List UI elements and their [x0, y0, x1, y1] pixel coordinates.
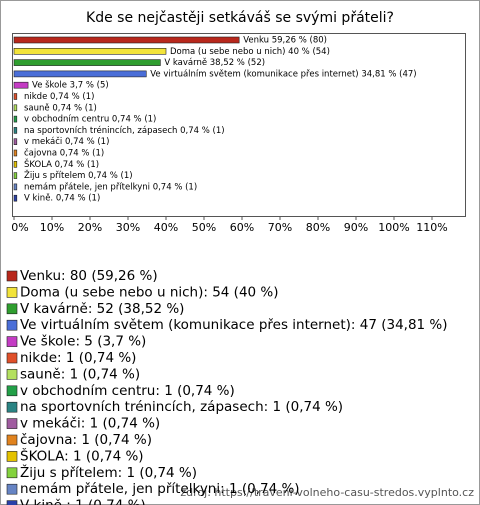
- legend-label: čajovna: 1 (0,74 %): [20, 432, 152, 448]
- bar: [13, 183, 18, 191]
- legend-label: Venku: 80 (59,26 %): [20, 268, 158, 284]
- legend-label: V kavárně: 52 (38,52 %): [20, 301, 184, 317]
- bar: [13, 115, 18, 123]
- x-tick-label: 80%: [306, 221, 330, 234]
- legend-label: nemám přátele, jen přítelkyni: 1 (0,74 %…: [20, 481, 300, 497]
- bar-label: Doma (u sebe nebo u nich) 40 % (54): [170, 47, 330, 57]
- legend-swatch: [6, 500, 18, 505]
- source: zdroj: https://traveni-volneho-casu-stre…: [180, 486, 474, 499]
- bar-label: čajovna 0,74 % (1): [24, 148, 104, 159]
- bar-label: v mekáči 0,74 % (1): [24, 136, 109, 147]
- x-tick-label: 110%: [416, 221, 447, 234]
- bar-label: nikde 0,74 % (1): [24, 92, 94, 102]
- legend-swatch: [6, 467, 18, 479]
- legend-swatch: [6, 385, 18, 397]
- bar-label: na sportovních trénincích, zápasech 0,74…: [24, 125, 225, 136]
- bar-label: ŠKOLA 0,74 % (1): [24, 158, 99, 170]
- chart-title: Kde se nejčastěji setkáváš se svými přát…: [86, 10, 394, 26]
- bar-label: Venku 59,26 % (80): [243, 36, 327, 46]
- legend-swatch: [6, 434, 18, 446]
- x-tick-label: 60%: [230, 221, 254, 234]
- legend-label: v mekáči: 1 (0,74 %): [20, 416, 160, 432]
- legend-swatch: [6, 401, 18, 413]
- legend-swatch: [6, 369, 18, 380]
- x-tick-label: 40%: [154, 221, 178, 234]
- bar: [13, 161, 18, 168]
- x-tick-label: 50%: [192, 221, 216, 234]
- legend-label: sauně: 1 (0,74 %): [20, 366, 140, 382]
- bar-label: Ve škole 3,7 % (5): [32, 80, 109, 91]
- legend-label: v obchodním centru: 1 (0,74 %): [20, 383, 235, 399]
- legend-swatch: [6, 303, 18, 315]
- bar-label: Ve virtuálním světem (komunikace přes in…: [150, 69, 416, 79]
- bar-label: V kavárně 38,52 % (52): [164, 58, 265, 68]
- bar: [13, 138, 18, 145]
- x-tick-label: 0%: [11, 221, 28, 234]
- x-tick-label: 70%: [268, 221, 292, 234]
- legend-swatch: [6, 287, 18, 298]
- x-tick-label: 90%: [344, 221, 368, 234]
- legend-label: Žiju s přítelem: 1 (0,74 %): [20, 463, 197, 481]
- bar-label: nemám přátele, jen přítelkyni 0,74 % (1): [24, 182, 197, 192]
- legend-label: nikde: 1 (0,74 %): [20, 350, 136, 366]
- legend-label: Doma (u sebe nebo u nich): 54 (40 %): [20, 284, 279, 300]
- x-tick-label: 30%: [116, 221, 140, 234]
- bar-label: v obchodním centru 0,74 % (1): [24, 115, 156, 125]
- bar: [13, 104, 18, 112]
- x-tick-label: 20%: [78, 221, 102, 234]
- legend-label: ŠKOLA: 1 (0,74 %): [20, 446, 144, 464]
- legend-swatch: [6, 336, 18, 347]
- bar: [13, 149, 18, 157]
- bar: [13, 127, 18, 134]
- legend-label: Ve virtuálním světem (komunikace přes in…: [20, 317, 448, 333]
- bar: [13, 36, 240, 44]
- x-tick-label: 10%: [40, 221, 64, 234]
- legend-swatch: [6, 352, 18, 364]
- bar: [13, 47, 167, 55]
- bar: [13, 194, 18, 202]
- x-tick-label: 100%: [378, 221, 409, 234]
- legend-label: Ve škole: 5 (3,7 %): [20, 334, 146, 350]
- bar: [13, 93, 18, 100]
- bar: [13, 70, 147, 78]
- bar: [13, 59, 161, 66]
- legend-swatch: [6, 483, 18, 495]
- legend-label: na sportovních trénincích, zápasech: 1 (…: [20, 399, 343, 415]
- legend-swatch: [6, 270, 18, 282]
- legend-swatch: [6, 451, 18, 462]
- bar: [13, 81, 29, 89]
- legend-swatch: [6, 319, 18, 331]
- bar-label: V kině. 0,74 % (1): [24, 194, 100, 204]
- bar: [13, 172, 18, 179]
- legend-label: V kině.: 1 (0,74 %): [20, 498, 146, 505]
- bar-label: Žiju s přítelem 0,74 % (1): [24, 169, 133, 181]
- legend-swatch: [6, 418, 18, 429]
- bar-label: sauně 0,74 % (1): [24, 103, 97, 113]
